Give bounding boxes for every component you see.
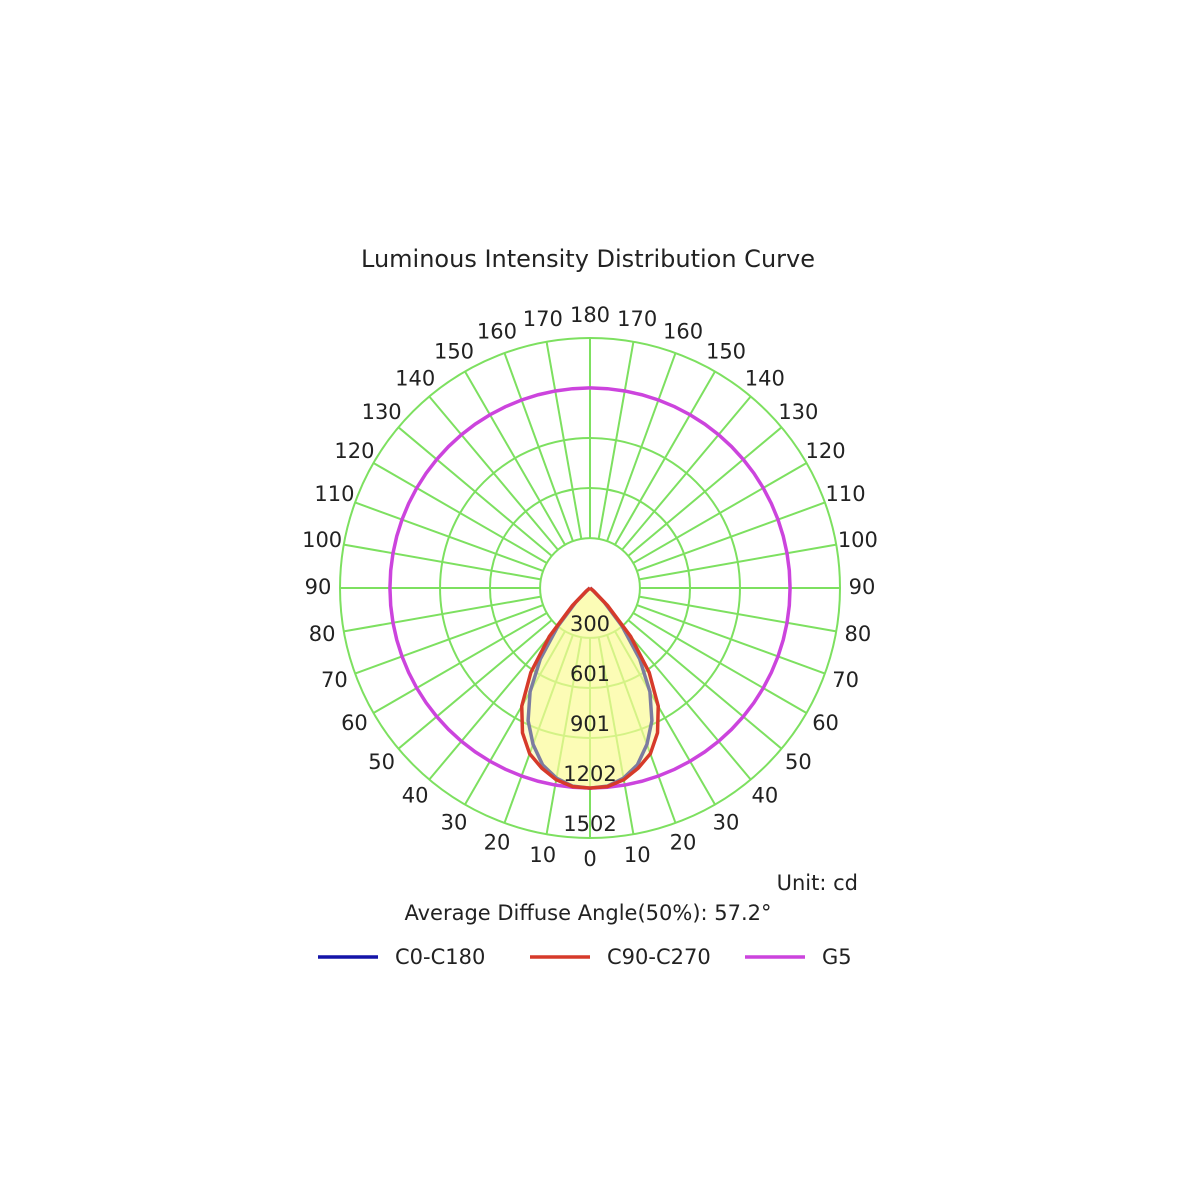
grid-spoke (614, 630, 716, 806)
grid-spoke (632, 462, 808, 564)
angle-tick-label: 140 (395, 367, 435, 391)
grid-spoke (606, 634, 677, 824)
grid-spoke (632, 612, 808, 714)
angle-tick-label: 40 (751, 783, 778, 807)
grid-spoke (614, 370, 716, 546)
grid-spoke (354, 501, 544, 572)
grid-spoke (606, 352, 677, 542)
series-line (588, 586, 660, 790)
legend-label: C90-C270 (607, 945, 711, 969)
angle-tick-label: 170 (617, 307, 657, 331)
grid-spoke (354, 604, 544, 675)
area-fill (590, 588, 659, 789)
grid-spoke (464, 370, 566, 546)
angle-tick-label: 30 (441, 811, 468, 835)
angle-tick-label: 120 (806, 439, 846, 463)
angle-tick-label: 20 (484, 831, 511, 855)
angle-tick-label: 30 (713, 811, 740, 835)
grid-spoke (621, 395, 752, 551)
grid-spoke (597, 341, 635, 539)
angle-tick-label: 90 (305, 575, 332, 599)
angle-tick-label: 150 (434, 339, 474, 363)
legend-label: G5 (822, 945, 852, 969)
angle-tick-label: 50 (368, 750, 395, 774)
area-fill (590, 588, 652, 789)
legend-label: C0-C180 (395, 945, 485, 969)
angle-tick-label: 180 (570, 303, 610, 327)
angle-tick-label: 80 (309, 622, 336, 646)
angle-tick-label: 60 (812, 711, 839, 735)
angle-tick-label: 10 (529, 843, 556, 867)
unit-label: Unit: cd (777, 871, 858, 895)
angle-tick-label: 120 (334, 439, 374, 463)
r-tick-label: 901 (570, 712, 610, 736)
area-fill (521, 588, 590, 789)
grid-spoke (428, 625, 559, 781)
angle-tick-label: 50 (785, 750, 812, 774)
grid-spoke (397, 619, 553, 750)
angle-tick-label: 90 (849, 575, 876, 599)
grid-spoke (343, 543, 541, 581)
grid-spoke (545, 637, 583, 835)
annotation: Average Diffuse Angle(50%): 57.2° (404, 901, 771, 925)
grid-spoke (636, 501, 826, 572)
grid-spoke (343, 595, 541, 633)
grid-spoke (639, 595, 837, 633)
grid-spoke (545, 341, 583, 539)
angle-tick-label: 100 (838, 528, 878, 552)
angle-tick-label: 110 (314, 482, 354, 506)
chart-title: Luminous Intensity Distribution Curve (361, 245, 815, 273)
angle-tick-label: 160 (477, 319, 517, 343)
grid-spoke (397, 426, 553, 557)
series-line (388, 386, 591, 790)
grid-spoke (372, 462, 548, 564)
angle-tick-label: 130 (778, 400, 818, 424)
angle-tick-label: 10 (624, 843, 651, 867)
grid-spoke (428, 395, 559, 551)
angle-tick-label: 100 (302, 528, 342, 552)
r-tick-label: 1202 (563, 762, 616, 786)
grid-spoke (636, 604, 826, 675)
grid-spoke (503, 634, 574, 824)
r-tick-label: 601 (570, 662, 610, 686)
grid-spoke (464, 630, 566, 806)
grid-spoke (372, 612, 548, 714)
grid-spoke (627, 619, 783, 750)
angle-tick-label: 70 (832, 668, 859, 692)
angle-tick-label: 110 (826, 482, 866, 506)
angle-tick-label: 60 (341, 711, 368, 735)
angle-tick-label: 40 (402, 783, 429, 807)
r-tick-label: 300 (570, 612, 610, 636)
angle-tick-label: 160 (663, 319, 703, 343)
angle-tick-label: 0 (583, 847, 596, 871)
grid-spoke (627, 426, 783, 557)
angle-tick-label: 130 (362, 400, 402, 424)
angle-tick-label: 150 (706, 339, 746, 363)
angle-tick-label: 80 (845, 622, 872, 646)
grid-spoke (597, 637, 635, 835)
grid-spoke (621, 625, 752, 781)
grid-spoke (639, 543, 837, 581)
angle-tick-label: 70 (321, 668, 348, 692)
angle-tick-label: 20 (670, 831, 697, 855)
grid-spoke (503, 352, 574, 542)
series-line (520, 586, 592, 790)
r-tick-label: 1502 (563, 812, 616, 836)
area-fill (528, 588, 590, 789)
angle-tick-label: 170 (523, 307, 563, 331)
series-line (589, 386, 792, 790)
angle-tick-label: 140 (745, 367, 785, 391)
